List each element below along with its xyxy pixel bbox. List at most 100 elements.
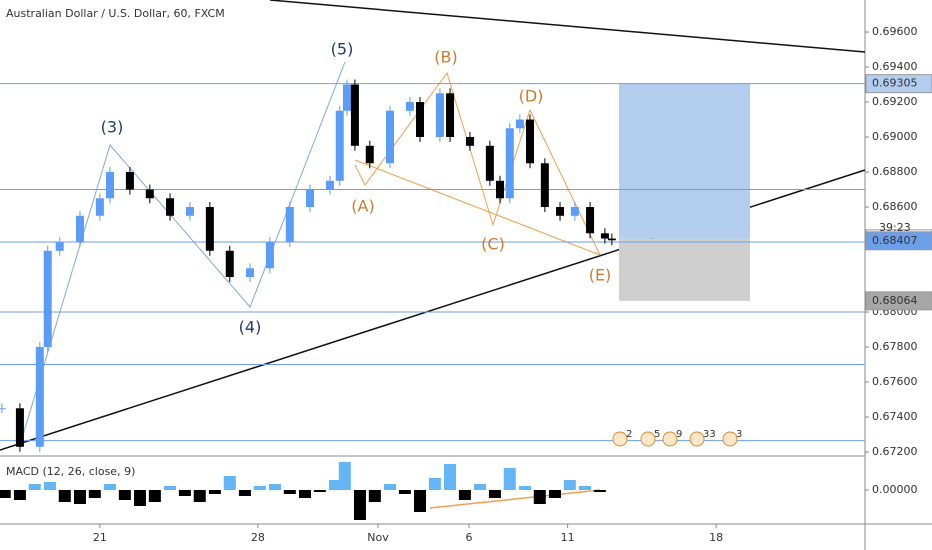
x-tick-label: 18 [709,531,723,544]
candle [285,207,294,243]
y-tick-label: 0.69000 [872,130,918,143]
chart-title: Australian Dollar / U.S. Dollar, 60, FXC… [6,7,225,20]
event-count: 5 [654,429,660,440]
candle [166,198,175,216]
macd-bar [329,480,342,490]
y-tick-label: 0.69200 [872,95,918,108]
macd-bar [578,486,591,490]
macd-bar [368,490,381,502]
candle [435,93,444,138]
candle [586,207,595,234]
candle [540,163,549,208]
candle [145,189,154,199]
macd-bar [548,490,561,498]
macd-bar [298,490,311,498]
macd-bar [414,490,427,512]
event-count: 2 [626,429,632,440]
candle [0,408,6,410]
candle [570,207,579,216]
trend-line [269,0,866,53]
macd-bar [474,484,487,490]
price-tag-label: 0.68407 [872,234,918,247]
macd-bar [398,490,411,494]
correction-boundary [354,159,601,256]
candle [335,110,344,181]
macd-bar [178,490,191,496]
macd-bar [28,484,41,490]
event-icon [640,431,656,447]
macd-bar [223,476,236,490]
candle [385,110,394,164]
y-tick-label: 0.67800 [872,340,918,353]
candle [95,198,104,216]
candle [185,207,194,216]
macd-bar [88,490,101,498]
impulse-wave [19,61,346,446]
candle [43,250,52,348]
y-tick-label: 0.00000 [872,483,918,496]
macd-bar [503,468,516,490]
macd-bar [73,490,86,504]
wave-label: (5) [331,40,354,59]
candle [556,207,565,216]
event-count: 3 [736,429,742,440]
candle [515,119,524,129]
macd-bar [148,490,161,502]
candle [405,102,414,111]
candle [325,180,334,190]
x-tick-label: 28 [251,531,265,544]
price-tag [865,74,932,94]
candle [350,84,359,146]
candle [607,238,616,241]
macd-bar [103,484,116,490]
macd-bar [563,480,576,490]
macd-bar [208,490,221,494]
candle [35,347,44,447]
event-icon [612,431,628,447]
macd-bar [338,462,351,490]
x-tick-label: 21 [93,531,107,544]
x-tick-label: Nov [367,531,389,544]
macd-bar [488,490,501,498]
y-tick-label: 0.69600 [872,25,918,38]
macd-bar [253,486,266,490]
wave-label: (3) [101,118,124,137]
y-tick-label: 0.68600 [872,200,918,213]
candle [505,128,514,199]
candle [205,207,214,251]
candle [15,408,24,447]
candle [55,242,64,251]
wave-label: (B) [434,48,457,67]
wave-label: (C) [481,235,505,254]
candle [465,137,474,146]
candle [75,215,84,243]
macd-bar [593,490,606,492]
event-count: 9 [676,429,682,440]
price-tag [865,231,932,251]
macd-bar [13,490,26,500]
y-tick-label: 0.68800 [872,165,918,178]
x-tick-label: 11 [561,531,575,544]
target-zone [619,83,750,239]
y-tick-label: 0.69400 [872,60,918,73]
candle [525,119,534,164]
macd-bar [458,490,471,500]
macd-bar [444,464,457,490]
candle [306,189,315,208]
macd-bar [268,484,281,490]
macd-bar [518,486,531,490]
wave-label: (4) [239,318,262,337]
candle [446,93,455,138]
macd-bar [193,490,206,502]
macd-bar [533,490,546,504]
macd-bar [313,490,326,492]
candle [485,145,494,181]
macd-trend-line [429,489,601,509]
event-icon [662,431,678,447]
y-tick-label: 0.67400 [872,410,918,423]
macd-bar [134,490,147,506]
event-icon [689,431,705,447]
candle [225,250,234,278]
